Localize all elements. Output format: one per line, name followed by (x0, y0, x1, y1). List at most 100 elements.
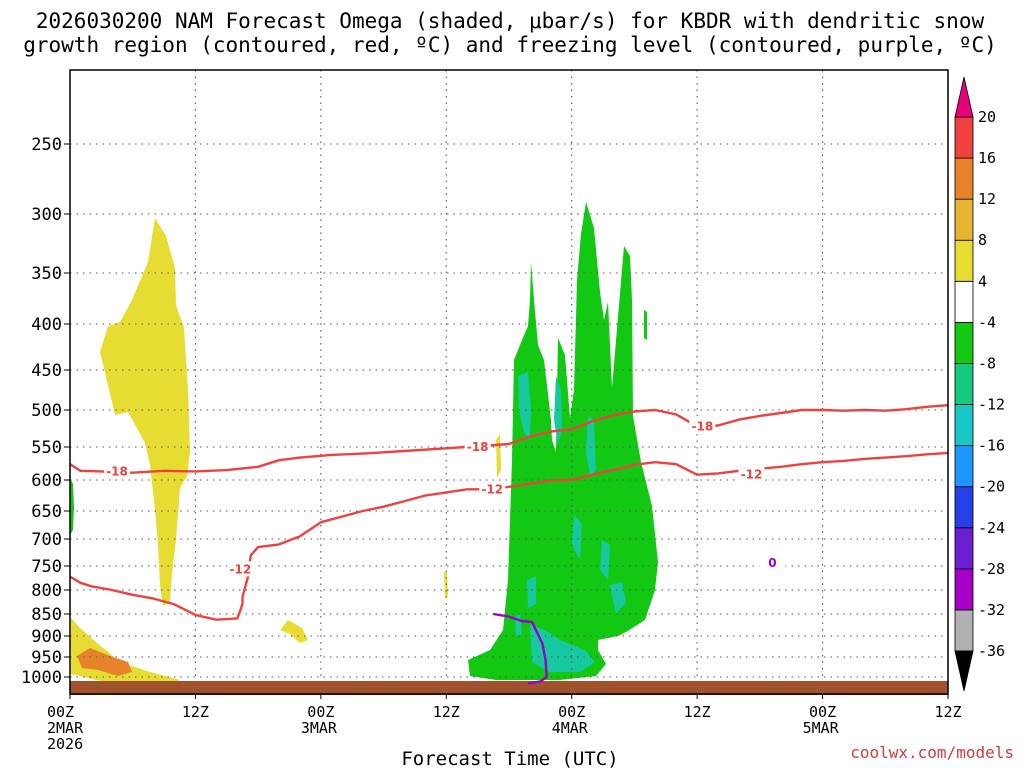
contour-label-bg (104, 463, 131, 479)
colorbar-label: 4 (978, 272, 987, 290)
colorbar-bin (954, 527, 974, 570)
x-tick-label: 00Z (809, 703, 836, 721)
contour-label: -18 (692, 419, 714, 433)
y-axis: 2503003504004505005506006507007508008509… (21, 135, 70, 688)
y-tick-label: 950 (31, 648, 62, 668)
colorbar-bin (954, 157, 974, 200)
x-tick-label: 3MAR (301, 719, 338, 737)
plot-area: -18 -18 -18 -12 -12 -12 0 (69, 69, 949, 695)
omega-strong-negative-4 (572, 515, 582, 560)
x-tick-label: 5MAR (803, 719, 840, 737)
omega-negative-region-west (70, 478, 74, 535)
colorbar-label: -24 (978, 519, 1005, 537)
x-tick-label: 2MAR (47, 719, 84, 737)
contour-label: -18 (467, 440, 489, 454)
omega-negative-region-small (644, 310, 647, 340)
y-tick-label: 900 (31, 627, 62, 647)
colorbar-bin (954, 404, 974, 447)
colorbar-label: -16 (978, 437, 1005, 455)
omega-negative-region-main (468, 202, 658, 680)
contour-label-bg (759, 554, 786, 570)
contour-label: 0 (768, 556, 776, 570)
contour-label-bg (738, 466, 765, 482)
y-tick-label: 300 (31, 205, 62, 225)
colorbar-label: -32 (978, 601, 1005, 619)
omega-strong-negative-9 (527, 576, 536, 608)
omega-positive-region-upper (100, 218, 190, 606)
x-tick-label: 4MAR (552, 719, 589, 737)
y-tick-label: 550 (31, 438, 62, 458)
contour-line--12 (69, 451, 949, 621)
y-tick-label: 400 (31, 315, 62, 335)
colorbar-label: 8 (978, 231, 987, 249)
contour-label: -12 (741, 468, 763, 482)
y-tick-label: 1000 (21, 668, 62, 688)
y-tick-label: 500 (31, 401, 62, 421)
contour-line--18 (69, 404, 949, 474)
y-tick-label: 800 (31, 581, 62, 601)
plot-frame (69, 69, 949, 695)
y-tick-label: 350 (31, 264, 62, 284)
omega-strong-negative-5 (600, 540, 610, 580)
colorbar-label: -36 (978, 642, 1005, 660)
colorbar-label: 12 (978, 190, 996, 208)
colorbar-bin (954, 568, 974, 611)
omega-positive-region-small (280, 620, 308, 643)
grid-lines (70, 70, 948, 694)
colorbar-bin (954, 609, 974, 652)
x-tick-label: 00Z (47, 703, 74, 721)
contour-label: -12 (230, 562, 252, 576)
colorbar-label: -28 (978, 560, 1005, 578)
omega-positive-region-orange (77, 648, 132, 676)
colorbar-bottom-arrow (954, 650, 974, 692)
omega-strong-negative-7 (610, 582, 626, 614)
y-tick-label: 450 (31, 361, 62, 381)
y-tick-label: 600 (31, 471, 62, 491)
temperature-contours: -18 -18 -18 -12 -12 -12 0 (69, 404, 949, 685)
colorbar-label: -20 (978, 478, 1005, 496)
colorbar-label: -12 (978, 396, 1005, 414)
x-tick-label: 12Z (433, 703, 460, 721)
credit-text: coolwx.com/models (850, 743, 1014, 762)
colorbar-label: 20 (978, 108, 996, 126)
y-tick-label: 250 (31, 135, 62, 155)
colorbar-bin (954, 239, 974, 282)
colorbar-bin (954, 116, 974, 159)
y-tick-label: 650 (31, 502, 62, 522)
colorbar-bin (954, 486, 974, 529)
contour-label: -18 (106, 464, 128, 478)
omega-strong-negative-3 (586, 416, 596, 476)
x-tick-label: 00Z (558, 703, 585, 721)
x-tick-label: 2026 (47, 735, 83, 753)
colorbar-label: 16 (978, 149, 996, 167)
chart-title-line1: 2026030200 NAM Forecast Omega (shaded, μ… (36, 9, 985, 33)
y-tick-label: 750 (31, 557, 62, 577)
x-tick-label: 00Z (307, 703, 334, 721)
chart-title-line2: growth region (contoured, red, ºC) and f… (23, 33, 997, 57)
colorbar-bin (954, 363, 974, 405)
colorbar-bin (954, 321, 974, 364)
x-axis-title: Forecast Time (UTC) (401, 748, 618, 768)
x-tick-label: 12Z (684, 703, 711, 721)
colorbar-label: -8 (978, 354, 996, 372)
x-tick-label: 12Z (182, 703, 209, 721)
colorbar-top-arrow (954, 76, 974, 118)
omega-strong-negative-1 (518, 372, 531, 440)
colorbar-bin (954, 445, 974, 488)
omega-shading (70, 202, 658, 686)
colorbar-bin (954, 198, 974, 241)
contour-label-bg (464, 439, 491, 454)
contour-label: -12 (481, 482, 503, 496)
colorbar: 20 16 12 8 4 -4 -8 -12 -16 -20 -24 -28 -32 -36 (954, 76, 1005, 692)
contour-line-0 (493, 612, 548, 685)
omega-strong-negative-8 (515, 612, 522, 636)
colorbar-bin (954, 280, 974, 323)
y-tick-label: 700 (31, 530, 62, 550)
ground-surface (70, 681, 948, 695)
y-tick-label: 850 (31, 605, 62, 625)
colorbar-label: -4 (978, 313, 996, 331)
x-tick-label: 12Z (934, 703, 961, 721)
contour-label-bg (227, 561, 254, 577)
